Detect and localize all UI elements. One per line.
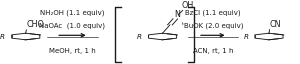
Text: MeOH, rt, 1 h: MeOH, rt, 1 h <box>49 48 96 54</box>
Text: CHO: CHO <box>27 20 45 29</box>
Text: OH: OH <box>182 1 194 10</box>
Text: BzCl (1.1 equiv): BzCl (1.1 equiv) <box>185 10 241 16</box>
Text: R: R <box>243 34 248 40</box>
Text: ACN, rt, 1 h: ACN, rt, 1 h <box>193 48 233 54</box>
Text: ᵗBuOK (2.0 equiv): ᵗBuOK (2.0 equiv) <box>182 22 244 30</box>
Text: NH₂OH (1.1 equiv): NH₂OH (1.1 equiv) <box>40 10 105 16</box>
Text: N: N <box>174 10 180 19</box>
Text: CN: CN <box>270 20 281 29</box>
Text: R: R <box>0 34 5 40</box>
Text: NaOAc  (1.0 equiv): NaOAc (1.0 equiv) <box>39 22 105 29</box>
Text: R: R <box>137 34 142 40</box>
